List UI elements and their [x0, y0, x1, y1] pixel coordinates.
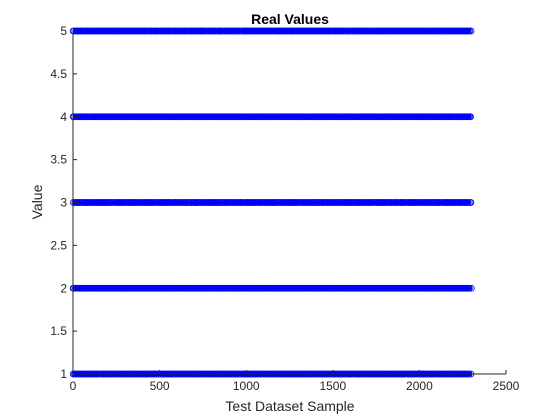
y-tick-label: 4	[60, 110, 67, 124]
x-ticks: 0 500 1000 1500 2000 2500	[70, 370, 520, 393]
x-axis-label: Test Dataset Sample	[225, 398, 354, 414]
y-axis-label: Value	[29, 184, 45, 219]
y-tick-label: 3	[60, 196, 67, 210]
y-tick-label: 2.5	[50, 238, 67, 252]
y-tick-label: 3.5	[50, 153, 67, 167]
x-tick-label: 2500	[493, 379, 520, 393]
y-ticks: 1 1.5 2 2.5 3 3.5 4 4.5 5	[50, 24, 77, 381]
y-tick-label: 2	[60, 281, 67, 295]
x-tick-label: 2000	[406, 379, 433, 393]
x-tick-label: 1500	[319, 379, 346, 393]
y-tick-label: 4.5	[50, 67, 67, 81]
data-points	[69, 27, 475, 378]
y-tick-label: 1.5	[50, 324, 67, 338]
x-tick-label: 1000	[233, 379, 260, 393]
x-tick-label: 0	[70, 379, 77, 393]
chart-title: Real Values	[251, 11, 329, 27]
y-tick-label: 5	[60, 24, 67, 38]
plot-area: 0 500 1000 1500 2000 2500 1 1.5 2 2.5 3 3.5 4 4.5 5	[50, 24, 519, 393]
x-tick-label: 500	[150, 379, 170, 393]
y-tick-label: 1	[60, 367, 67, 381]
